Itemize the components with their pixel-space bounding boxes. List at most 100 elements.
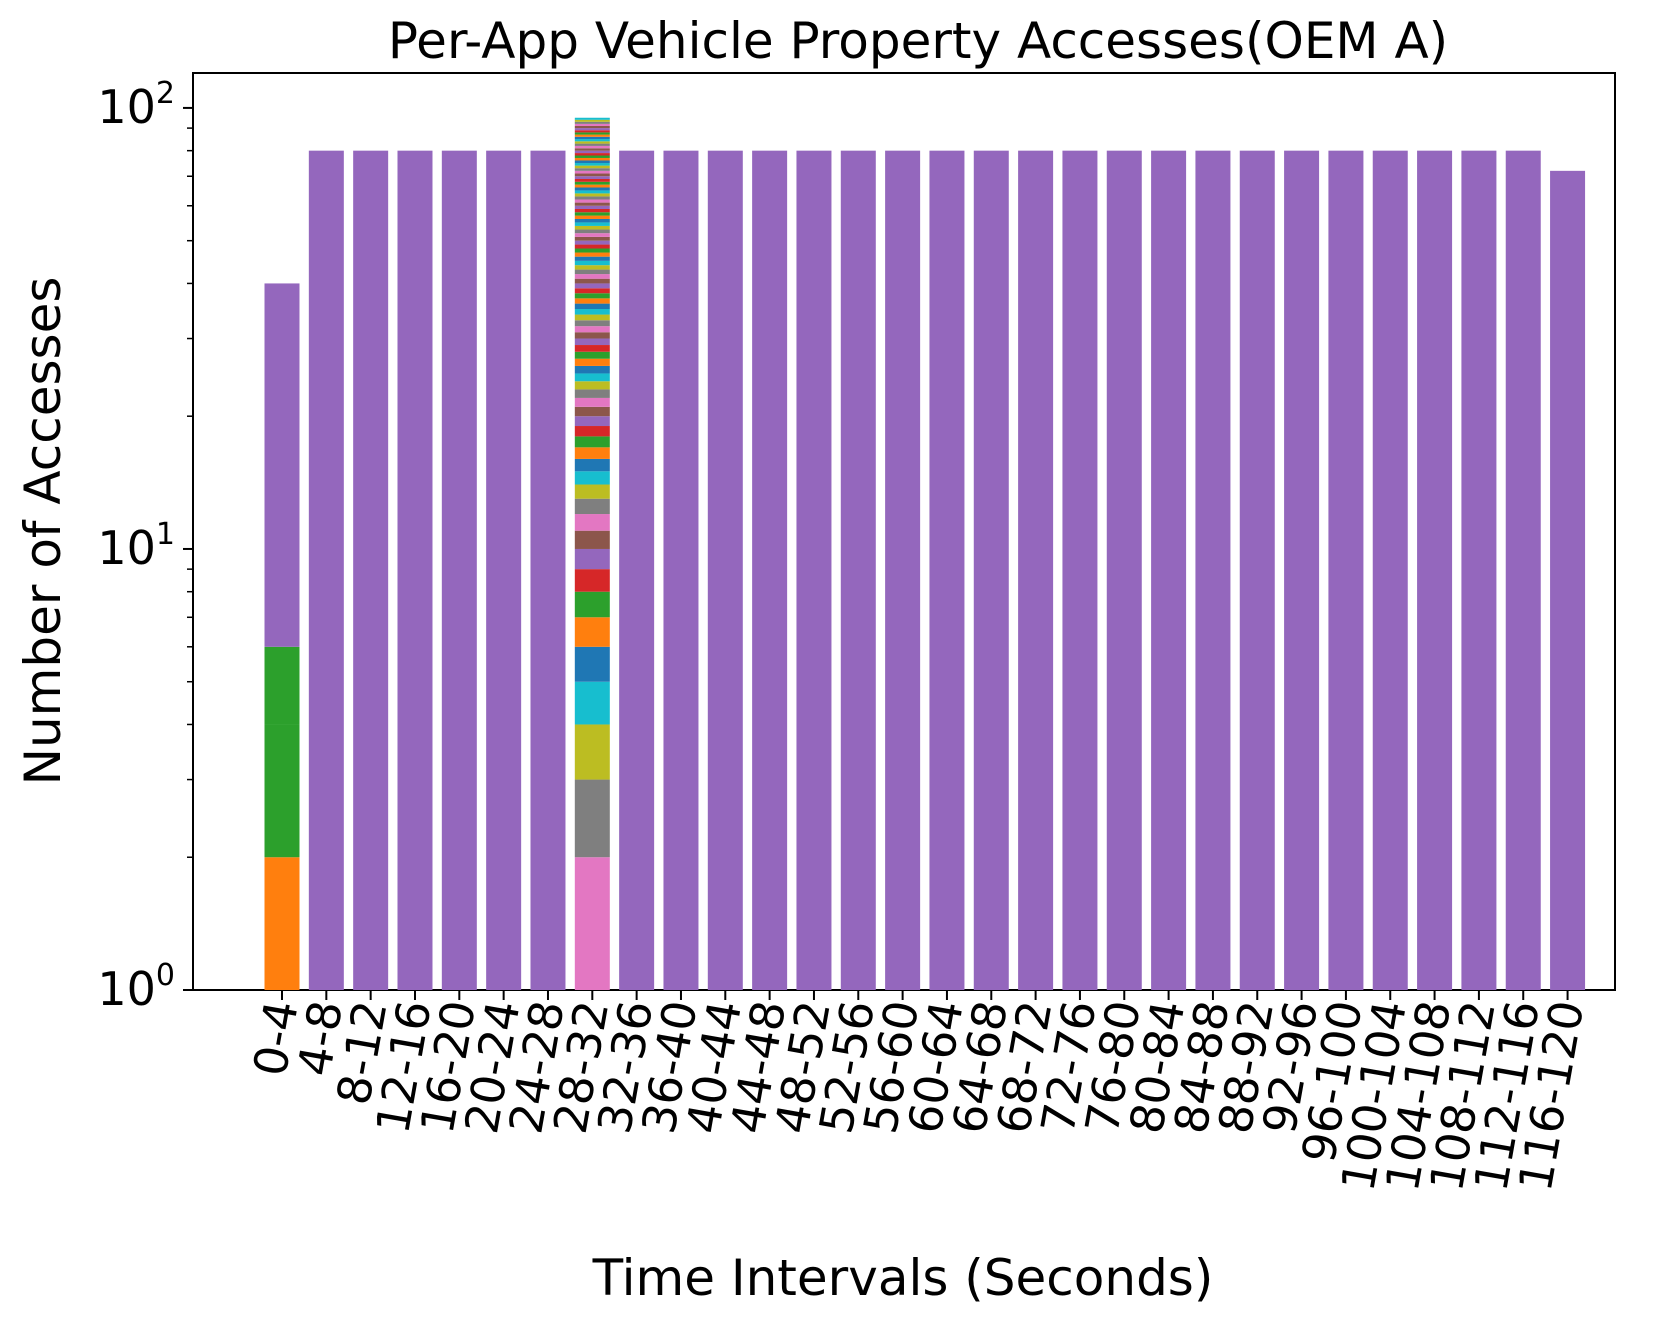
bar-0-4-segment-2 xyxy=(264,646,300,725)
bar-28-32-segment-85 xyxy=(574,134,610,137)
bar-28-32-segment-68 xyxy=(574,176,610,179)
bar-28-32-segment-10 xyxy=(574,514,610,531)
bar-28-32-segment-3 xyxy=(574,681,610,725)
bar-28-32-segment-17 xyxy=(574,426,610,437)
bar-28-32-segment-80 xyxy=(574,145,610,149)
bar-28-32-segment-16 xyxy=(574,436,610,448)
bar-28-32-segment-32 xyxy=(574,314,610,321)
x-tick-label-0-4: 0-4 xyxy=(243,997,309,1080)
bar-28-32-segment-51 xyxy=(574,229,610,234)
bar-28-32-segment-45 xyxy=(574,252,610,257)
bar-28-32-segment-52 xyxy=(574,225,610,230)
bar-28-32-segment-84 xyxy=(574,136,610,140)
bar-92-96-segment-0 xyxy=(1284,150,1320,990)
bar-28-32-segment-75 xyxy=(574,157,610,161)
bar-36-40-segment-0 xyxy=(663,150,699,990)
bar-60-64-segment-0 xyxy=(929,150,965,990)
bar-28-32-segment-71 xyxy=(574,168,610,171)
bar-72-76-segment-0 xyxy=(1062,150,1098,990)
bar-28-32-segment-13 xyxy=(574,471,610,485)
bar-28-32-segment-63 xyxy=(574,190,610,194)
bar-28-32-segment-82 xyxy=(574,141,610,144)
x-axis: 0-44-88-1212-1616-2020-2424-2828-3232-36… xyxy=(243,990,1594,1195)
bar-28-32-segment-83 xyxy=(574,139,610,142)
bar-28-32-segment-54 xyxy=(574,218,610,223)
bar-56-60-segment-0 xyxy=(885,150,921,990)
bar-28-32-segment-50 xyxy=(574,233,610,237)
bar-96-100-segment-0 xyxy=(1328,150,1364,990)
bar-48-52-segment-0 xyxy=(796,150,832,990)
bar-28-32-segment-41 xyxy=(574,269,610,275)
y-tick-label-10: 101 xyxy=(97,517,175,575)
bar-28-32-segment-11 xyxy=(574,498,610,515)
bar-112-116-segment-0 xyxy=(1505,150,1541,990)
bar-28-32-segment-18 xyxy=(574,416,610,427)
bar-28-32-segment-78 xyxy=(574,150,610,154)
bar-28-32-segment-25 xyxy=(574,358,610,366)
bar-28-32-segment-26 xyxy=(574,351,610,359)
y-axis-label: Number of Accesses xyxy=(14,277,72,786)
bar-28-32-segment-29 xyxy=(574,332,610,339)
bar-28-32-segment-48 xyxy=(574,240,610,245)
bar-28-32-segment-73 xyxy=(574,163,610,166)
bar-88-92-segment-0 xyxy=(1239,150,1275,990)
bar-28-32-segment-37 xyxy=(574,288,610,294)
bar-28-32-segment-91 xyxy=(574,121,610,124)
bar-68-72-segment-0 xyxy=(1018,150,1054,990)
bar-28-32-segment-14 xyxy=(574,458,610,472)
bar-28-32-segment-19 xyxy=(574,406,610,417)
bar-28-32-segment-30 xyxy=(574,326,610,333)
bar-80-84-segment-0 xyxy=(1151,150,1187,990)
bar-28-32-segment-43 xyxy=(574,260,610,266)
bar-28-32-segment-1 xyxy=(574,779,610,858)
bar-28-32-segment-23 xyxy=(574,373,610,382)
bar-28-32-segment-4 xyxy=(574,646,610,682)
bar-28-32-segment-20 xyxy=(574,397,610,407)
bar-40-44-segment-0 xyxy=(707,150,743,990)
bar-28-32-segment-28 xyxy=(574,338,610,346)
bar-28-32-segment-31 xyxy=(574,320,610,327)
bar-108-112-segment-0 xyxy=(1461,150,1497,990)
x-tick-label-4-8: 4-8 xyxy=(287,997,353,1080)
bar-28-32-segment-66 xyxy=(574,181,610,185)
bar-28-32-segment-70 xyxy=(574,170,610,174)
bar-28-32-segment-34 xyxy=(574,303,610,310)
bar-4-8-segment-0 xyxy=(308,150,344,990)
bar-28-32-segment-67 xyxy=(574,179,610,182)
bar-28-32-segment-53 xyxy=(574,222,610,226)
bar-28-32-segment-9 xyxy=(574,530,610,549)
bar-24-28-segment-0 xyxy=(530,150,566,990)
bar-28-32-segment-21 xyxy=(574,389,610,398)
bar-28-32-segment-62 xyxy=(574,193,610,197)
y-tick-label-100: 102 xyxy=(97,76,175,134)
bar-28-32-segment-72 xyxy=(574,165,610,169)
bar-32-36-segment-0 xyxy=(619,150,655,990)
bar-28-32-segment-39 xyxy=(574,278,610,284)
bar-28-32-segment-35 xyxy=(574,298,610,304)
bar-28-32-segment-58 xyxy=(574,205,610,209)
bar-28-32-segment-22 xyxy=(574,381,610,390)
bar-12-16-segment-0 xyxy=(397,150,433,990)
bar-0-4-segment-0 xyxy=(264,857,300,990)
bar-20-24-segment-0 xyxy=(486,150,522,990)
bar-28-32-segment-33 xyxy=(574,309,610,315)
chart-title: Per-App Vehicle Property Accesses(OEM A) xyxy=(388,12,1448,70)
bar-28-32-segment-93 xyxy=(574,117,610,120)
bar-28-32-segment-69 xyxy=(574,173,610,177)
bar-28-32-segment-81 xyxy=(574,143,610,146)
bar-76-80-segment-0 xyxy=(1106,150,1142,990)
bar-28-32-segment-46 xyxy=(574,248,610,253)
bar-52-56-segment-0 xyxy=(840,150,876,990)
bar-28-32-segment-86 xyxy=(574,132,610,135)
y-tick-label-1: 100 xyxy=(97,958,175,1016)
bar-16-20-segment-0 xyxy=(441,150,477,990)
bars-group xyxy=(264,117,1586,991)
bar-28-32-segment-88 xyxy=(574,128,610,131)
bar-8-12-segment-0 xyxy=(353,150,389,990)
bar-28-32-segment-64 xyxy=(574,187,610,191)
x-axis-label: Time Intervals (Seconds) xyxy=(592,1249,1214,1307)
y-axis: 100 101 102 xyxy=(97,76,193,1016)
bar-28-32-segment-57 xyxy=(574,208,610,213)
bar-28-32-segment-59 xyxy=(574,202,610,206)
bar-28-32-segment-61 xyxy=(574,196,610,200)
